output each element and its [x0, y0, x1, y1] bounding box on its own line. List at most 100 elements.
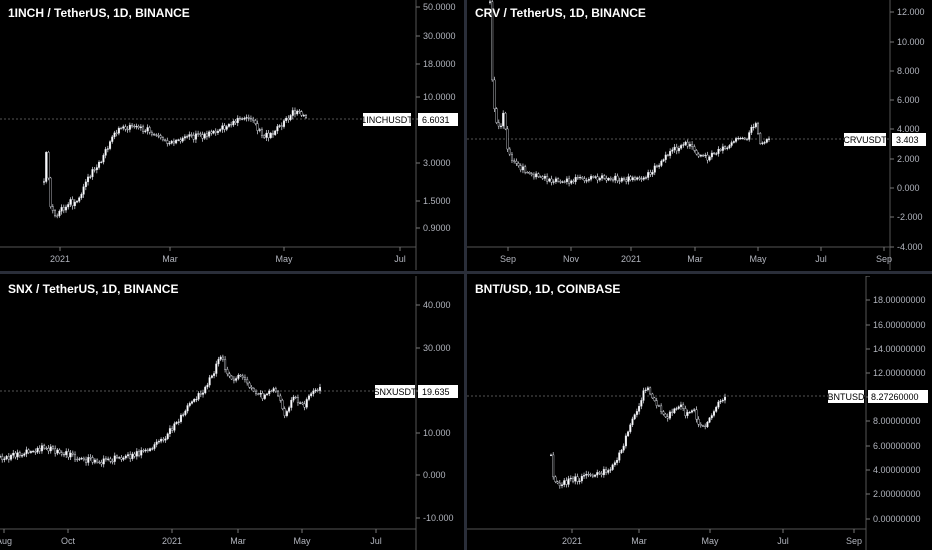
candle [49, 446, 52, 452]
candle [746, 138, 749, 141]
last-price-crv: 3.403 [896, 135, 919, 145]
candle [56, 215, 59, 217]
candle [535, 173, 538, 178]
candle [539, 176, 542, 178]
candle [194, 133, 197, 140]
candle [521, 166, 524, 171]
candle [287, 117, 290, 120]
candle [182, 414, 185, 416]
y-tick-label: 0.9000 [423, 223, 451, 233]
panel-bnt[interactable]: 18.00000000 16.00000000 14.00000000 12.0000… [467, 276, 932, 550]
y-tick-label: 18.0000 [423, 59, 456, 69]
candle [646, 387, 649, 391]
candle [651, 172, 654, 175]
candle [193, 399, 196, 402]
candle [673, 146, 676, 151]
candle [71, 199, 74, 207]
candle [690, 410, 693, 413]
candle [214, 130, 217, 133]
candle [301, 402, 304, 405]
candle [673, 408, 676, 414]
y-tick-label: 14.00000000 [873, 344, 926, 354]
candle [730, 142, 733, 146]
candle [87, 457, 90, 463]
candle [759, 133, 762, 144]
candle [109, 458, 112, 462]
candle [249, 118, 252, 120]
candle [697, 418, 700, 425]
candle [719, 400, 722, 403]
y-tick-label: 3.0000 [423, 158, 451, 168]
candle [151, 448, 154, 450]
candle [768, 138, 771, 140]
candle [109, 141, 112, 149]
candle [63, 453, 66, 456]
candle [188, 403, 191, 406]
candle [706, 421, 709, 428]
candle [596, 472, 599, 476]
candle [206, 384, 209, 388]
candle [570, 180, 573, 184]
candle [708, 156, 711, 161]
candle [43, 181, 46, 183]
candle [138, 451, 141, 456]
candle [594, 474, 597, 477]
candle [283, 408, 286, 416]
panel-crv[interactable]: 12.000 10.000 8.000 6.000 4.000 2.000 0.000 -2.… [467, 0, 932, 270]
candle [140, 450, 143, 456]
y-tick-label: -2.00000000 [873, 276, 924, 278]
candle [528, 172, 531, 174]
candle [642, 390, 645, 401]
candle [168, 142, 171, 145]
candle [215, 363, 218, 374]
candle [258, 129, 261, 131]
last-price-1inch: 6.6031 [422, 115, 450, 125]
candle [168, 428, 171, 435]
candle [100, 161, 103, 163]
candle [217, 359, 220, 365]
candle [609, 469, 612, 471]
panel-1inch[interactable]: 50.000030.000018.000010.00006.00003.0000… [0, 0, 464, 270]
candle [294, 396, 297, 399]
chart-1inch[interactable]: 50.000030.000018.000010.00006.00003.0000… [0, 0, 464, 270]
candle [164, 139, 167, 141]
candle [695, 409, 698, 420]
candle [216, 130, 219, 133]
candle [677, 406, 680, 409]
candle [695, 150, 698, 155]
candle [305, 115, 308, 118]
candle [58, 210, 61, 217]
candle [688, 144, 691, 147]
last-price-box [868, 390, 928, 403]
candle [292, 396, 295, 401]
candle [497, 122, 500, 127]
candle [128, 124, 131, 130]
candle [183, 136, 186, 139]
candle [34, 450, 37, 453]
candle [230, 375, 233, 380]
candle [274, 130, 277, 135]
candle [649, 387, 652, 395]
candle [600, 473, 603, 476]
y-tick-label: 8.000 [897, 66, 920, 76]
candle [581, 176, 584, 179]
x-tick-label: Nov [563, 254, 580, 264]
candle [596, 176, 599, 181]
candle [241, 375, 244, 378]
candle [724, 146, 727, 149]
candle [578, 480, 581, 482]
candle [502, 112, 505, 127]
candle [32, 450, 35, 453]
candle [708, 417, 711, 423]
candle [177, 139, 180, 141]
chart-crv[interactable]: 12.000 10.000 8.000 6.000 4.000 2.000 0.000 -2.… [467, 0, 932, 270]
candle [568, 178, 571, 184]
candle [133, 125, 136, 128]
candle [0, 456, 2, 458]
candle [704, 154, 707, 157]
chart-bnt[interactable]: 18.00000000 16.00000000 14.00000000 12.0000… [467, 276, 932, 550]
candle [613, 462, 616, 466]
candle [111, 136, 114, 142]
